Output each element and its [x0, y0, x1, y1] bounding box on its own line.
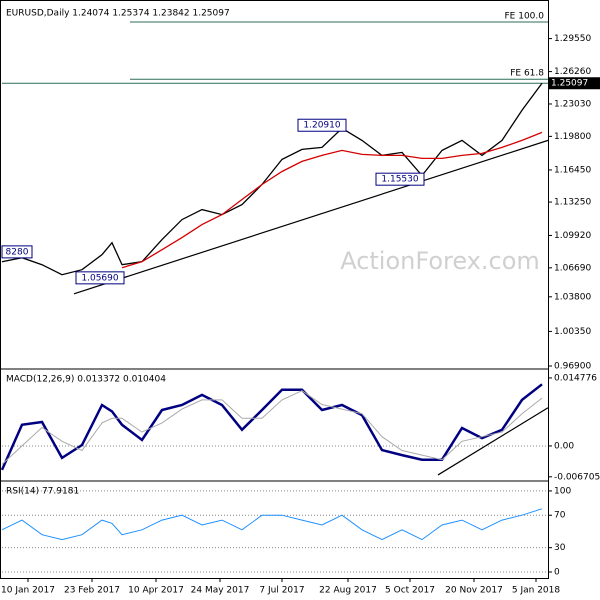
y-tick-label: 0	[554, 568, 560, 578]
price-annotation: 1.05690	[81, 273, 118, 283]
fe-level-label: FE 100.0	[505, 12, 545, 22]
series-line	[0, 383, 543, 471]
series-line	[1, 390, 543, 465]
x-tick-label: 20 Nov 2017	[445, 586, 503, 596]
y-tick-label: 1.23030	[554, 99, 591, 109]
trendline	[437, 407, 549, 476]
plot-frame	[0, 0, 549, 579]
price-annotation: 1.20910	[303, 121, 340, 131]
series-line	[121, 131, 543, 269]
price-annotation-box	[1, 245, 33, 259]
y-tick-label: 0.96900	[554, 361, 591, 371]
series-line	[1, 508, 543, 541]
y-tick-label: 1.19800	[554, 132, 591, 142]
y-tick-label: 1.00350	[554, 327, 591, 337]
panel-title: MACD(12,26,9) 0.013372 0.010404	[6, 375, 166, 385]
y-tick-label: 1.26260	[554, 67, 591, 77]
y-tick-label: 30	[554, 543, 566, 553]
panel-title: EURUSD,Daily 1.24074 1.25374 1.23842 1.2…	[6, 9, 230, 19]
price-annotation-box	[75, 271, 125, 285]
y-tick-label: 1.13250	[554, 198, 591, 208]
x-tick-label: 5 Jan 2018	[512, 586, 560, 596]
y-tick-label: 1.03800	[554, 292, 591, 302]
y-tick-label: 1.16450	[554, 165, 591, 175]
y-tick-label: -0.006705	[554, 472, 600, 482]
y-tick-label: 0.00	[554, 441, 574, 451]
price-annotation-box	[375, 172, 425, 186]
price-annotation: 1.15530	[381, 175, 418, 185]
price-annotation: 8280	[6, 247, 29, 257]
fe-level-label: FE 61.8	[510, 69, 544, 79]
price-annotation-box	[297, 118, 347, 132]
y-tick-label: 100	[554, 486, 571, 496]
y-tick-label: 70	[554, 511, 566, 521]
x-tick-label: 10 Apr 2017	[128, 586, 184, 596]
x-tick-label: 23 Feb 2017	[64, 586, 120, 596]
x-tick-label: 7 Jul 2017	[259, 586, 304, 596]
y-tick-label: 1.09920	[554, 231, 591, 241]
x-tick-label: 22 Aug 2017	[319, 586, 377, 596]
x-tick-label: 24 May 2017	[191, 586, 250, 596]
x-tick-label: 5 Oct 2017	[385, 586, 435, 596]
x-tick-label: 10 Jan 2017	[1, 586, 55, 596]
panel-title: RSI(14) 77.9181	[6, 487, 79, 497]
trendline	[73, 139, 549, 295]
watermark: ActionForex.com	[340, 247, 540, 275]
last-price-label: 1.25097	[551, 79, 588, 89]
y-tick-label: 1.06690	[554, 263, 591, 273]
y-tick-label: 0.014776	[554, 373, 597, 383]
last-price-tag	[548, 77, 600, 90]
y-tick-label: 1.29550	[554, 34, 591, 44]
